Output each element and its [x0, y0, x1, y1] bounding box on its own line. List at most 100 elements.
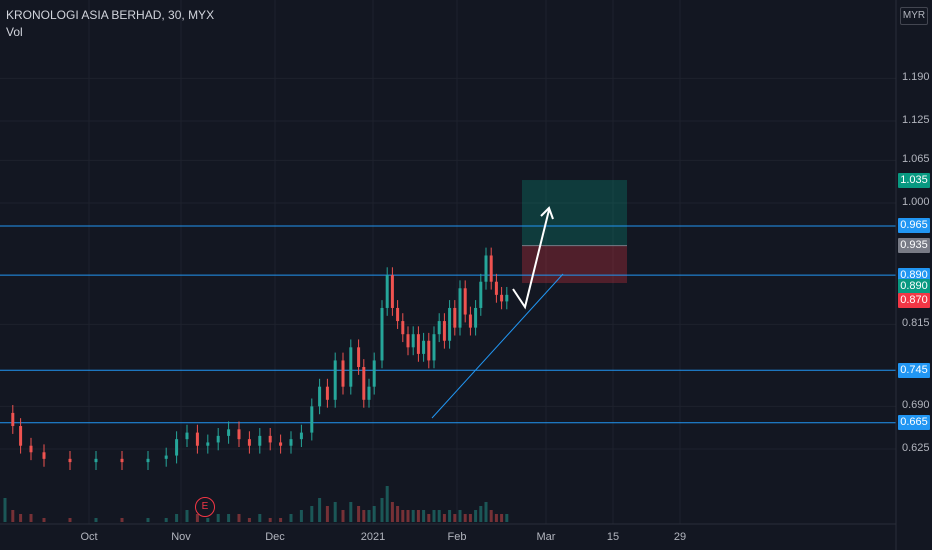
volume-bar — [442, 514, 446, 522]
drawings[interactable] — [431, 206, 564, 419]
candle-body — [341, 360, 345, 387]
earnings-marker[interactable]: E — [195, 497, 215, 517]
candle-body — [416, 334, 420, 354]
candle-body — [258, 435, 262, 446]
volume-bar — [463, 514, 467, 522]
volume-bar — [494, 514, 498, 522]
volume-bar — [206, 518, 210, 522]
candle-body — [458, 288, 462, 328]
candle-body — [489, 255, 493, 282]
price-tick-label: 0.625 — [902, 442, 930, 454]
volume-bar — [341, 510, 345, 522]
volume-bar — [422, 510, 426, 522]
trendline — [431, 273, 564, 419]
volume-bar — [372, 506, 376, 522]
candle-body — [385, 275, 389, 308]
candle-body — [442, 321, 446, 341]
candle-body — [29, 445, 33, 453]
volume-bar — [195, 514, 199, 522]
volume-bar — [367, 510, 371, 522]
price-tick-label: 0.815 — [902, 317, 930, 330]
volume-bar — [489, 510, 493, 522]
candle-body — [468, 314, 472, 328]
candle-body — [494, 281, 498, 295]
long-position-tool[interactable] — [522, 180, 627, 284]
volume-bar — [68, 518, 72, 522]
volume-bar — [500, 514, 504, 522]
candle-body — [318, 386, 322, 407]
candle-body — [463, 288, 467, 315]
volume-bar — [268, 518, 272, 522]
volume-bar — [468, 514, 472, 522]
price-tag: 0.745 — [898, 362, 930, 378]
candle-body — [19, 426, 23, 446]
time-tick-label: Dec — [265, 531, 285, 543]
volume-bar — [146, 518, 150, 522]
volume-bar — [411, 510, 415, 522]
candle-body — [505, 294, 509, 302]
volume-bar — [479, 506, 483, 522]
volume-bar — [310, 506, 314, 522]
price-tick-label: 0.690 — [902, 399, 930, 412]
time-tick-label: 15 — [606, 531, 620, 543]
candle-body — [279, 442, 283, 446]
candle-body — [362, 367, 366, 400]
candle-body — [479, 281, 483, 308]
volume-bar — [474, 510, 478, 522]
time-tick-label: Nov — [171, 531, 191, 543]
volume-indicator-label[interactable]: Vol — [6, 25, 23, 39]
candle-body — [185, 432, 189, 440]
volume-bar — [453, 514, 457, 522]
candle-body — [299, 432, 303, 440]
volume-bar — [216, 514, 220, 522]
candle-body — [484, 255, 488, 282]
volume-bar — [279, 518, 283, 522]
candle-body — [427, 340, 431, 361]
candle-body — [120, 458, 124, 463]
candle-body — [310, 406, 314, 433]
candle-body — [216, 435, 220, 443]
candle-body — [333, 360, 337, 400]
volume-bar — [458, 510, 462, 522]
volume-bar — [94, 518, 98, 522]
stop-zone — [522, 245, 627, 284]
horizontal-levels[interactable] — [0, 225, 896, 424]
price-tag: 0.870 — [898, 292, 930, 308]
chart-title: KRONOLOGI ASIA BERHAD, 30, MYX — [6, 8, 215, 22]
candle-body — [164, 455, 168, 459]
candle-body — [448, 307, 452, 341]
profit-zone — [522, 180, 627, 246]
candle-body — [422, 340, 426, 354]
candle-body — [380, 307, 384, 361]
volume-bar — [29, 514, 33, 522]
volume-bar — [42, 518, 46, 522]
time-tick-label: Feb — [447, 531, 467, 543]
candle-body — [401, 321, 405, 335]
volume-bar — [247, 518, 251, 522]
candle-body — [411, 334, 415, 348]
candle-body — [437, 321, 441, 335]
arrow-head-icon — [540, 206, 554, 220]
candle-body — [195, 432, 199, 446]
volume-bar — [401, 510, 405, 522]
volume-bar — [299, 510, 303, 522]
candle-body — [357, 347, 361, 367]
volume-bar — [396, 506, 400, 522]
price-tag: 0.665 — [898, 415, 930, 431]
price-tick-label: 1.125 — [902, 114, 930, 126]
volume-bar — [3, 498, 7, 522]
candle-body — [474, 307, 478, 328]
volume-bar — [349, 502, 353, 522]
volume-bar — [120, 518, 124, 522]
price-tag: 0.890 — [898, 267, 930, 283]
volume-bar — [380, 498, 384, 522]
candle-body — [227, 429, 231, 436]
time-tick-label: 2021 — [360, 531, 386, 543]
volume-bar — [237, 514, 241, 522]
candle-body — [42, 452, 46, 459]
currency-button[interactable]: MYR — [900, 7, 928, 25]
volume-bar — [437, 510, 441, 522]
candle-body — [206, 442, 210, 446]
volume-bar — [164, 518, 168, 522]
